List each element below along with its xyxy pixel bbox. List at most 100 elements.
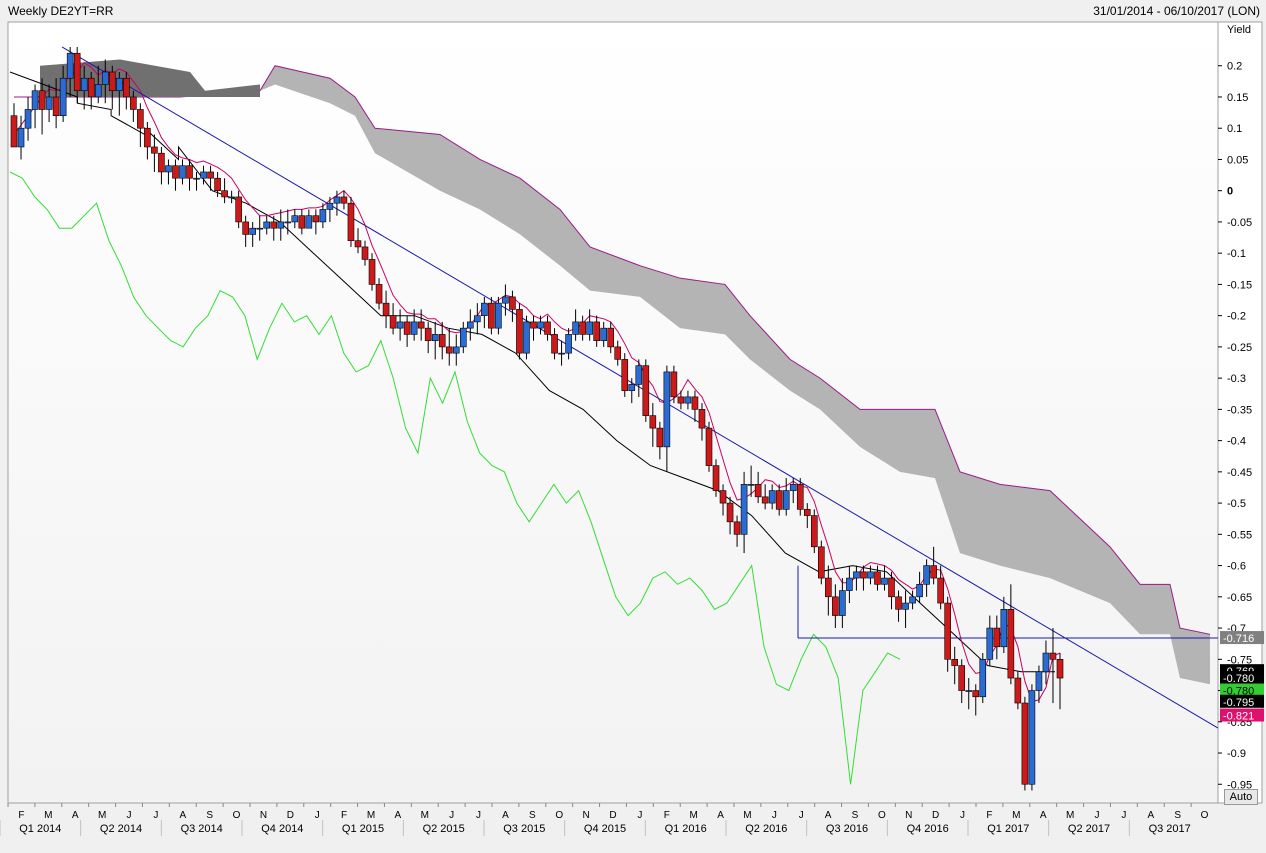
candle-body xyxy=(923,565,930,585)
candle-body xyxy=(375,284,383,304)
candle xyxy=(431,321,439,360)
candle xyxy=(733,515,741,547)
candle xyxy=(389,303,397,335)
candle xyxy=(298,209,306,235)
candle xyxy=(789,478,797,504)
candle xyxy=(691,390,699,422)
candle xyxy=(1021,696,1029,791)
candle-body xyxy=(944,602,951,660)
candle xyxy=(130,90,137,122)
candle xyxy=(649,403,657,447)
candle xyxy=(445,328,453,366)
y-tick-label: -0.1 xyxy=(1227,248,1246,260)
candle xyxy=(754,471,762,504)
x-month-label: M xyxy=(689,810,697,821)
x-month-label: J xyxy=(960,810,965,821)
x-month-label: A xyxy=(72,810,79,821)
candle xyxy=(719,484,727,516)
candle xyxy=(628,378,636,404)
candle xyxy=(340,190,348,210)
auto-scale-button[interactable]: Auto xyxy=(1224,789,1258,805)
y-tick-label: -0.2 xyxy=(1227,311,1246,323)
x-month-label: O xyxy=(1201,810,1209,821)
candle xyxy=(123,71,130,110)
x-month-label: A xyxy=(1147,810,1154,821)
candle-body xyxy=(916,584,923,598)
candle xyxy=(600,321,607,347)
candle xyxy=(354,228,362,254)
candle xyxy=(214,171,221,197)
x-quarter-label: Q3 2014 xyxy=(181,823,223,835)
candle-body xyxy=(635,365,643,385)
x-month-label: N xyxy=(260,810,267,821)
candle xyxy=(228,190,235,204)
candle xyxy=(972,684,980,716)
price-tag-bg xyxy=(1220,631,1264,645)
candle xyxy=(1007,584,1015,685)
candle-body xyxy=(951,658,958,666)
candle xyxy=(930,546,937,585)
candle xyxy=(1028,684,1036,791)
candle-body xyxy=(733,521,741,535)
candle xyxy=(1049,628,1057,704)
candle-body xyxy=(495,302,502,329)
candle-body xyxy=(607,327,615,348)
candle xyxy=(544,315,551,341)
candle-body xyxy=(502,296,509,304)
candle-body xyxy=(1021,702,1029,785)
candle xyxy=(881,565,888,591)
candle xyxy=(951,646,958,685)
candle xyxy=(1056,653,1064,710)
candle-body xyxy=(670,371,678,398)
candle-body xyxy=(417,321,425,329)
candle xyxy=(1035,665,1043,704)
y-tick-label: -0.4 xyxy=(1227,436,1246,448)
x-month-label: J xyxy=(127,810,132,821)
candle-body xyxy=(965,690,973,692)
candle xyxy=(326,196,334,222)
candle-body xyxy=(445,346,453,354)
x-quarter-label: Q3 2017 xyxy=(1149,823,1191,835)
x-month-label: A xyxy=(502,810,509,821)
candle xyxy=(382,290,390,329)
x-month-label: J xyxy=(315,810,320,821)
candle xyxy=(242,215,249,247)
candle xyxy=(73,46,81,104)
candle-body xyxy=(1000,609,1008,648)
candle-body xyxy=(677,396,685,404)
candle-body xyxy=(235,196,242,223)
candle-body xyxy=(986,627,994,660)
candle xyxy=(284,209,292,235)
candle xyxy=(467,309,474,341)
candle-body xyxy=(867,571,874,579)
candle-body xyxy=(305,215,313,229)
x-month-label: J xyxy=(637,810,642,821)
candle-body xyxy=(558,352,565,355)
candle-body xyxy=(691,396,699,410)
candle-body xyxy=(179,165,186,179)
candle xyxy=(705,421,713,472)
candle-body xyxy=(1042,652,1050,673)
senkou-span-a-line xyxy=(14,65,1211,635)
x-month-label: N xyxy=(905,810,912,821)
x-month-label: O xyxy=(878,810,886,821)
x-month-label: J xyxy=(799,810,804,821)
candle xyxy=(59,65,67,122)
candle xyxy=(537,315,544,335)
x-month-label: A xyxy=(1040,810,1047,821)
candle-body xyxy=(761,496,769,504)
candle xyxy=(937,565,944,610)
candle-body xyxy=(530,321,537,329)
candle xyxy=(186,159,193,191)
candle xyxy=(909,590,916,610)
candle-body xyxy=(853,571,860,579)
x-quarter-label: Q3 2016 xyxy=(826,823,868,835)
candle xyxy=(761,484,769,510)
candle xyxy=(256,215,264,241)
x-month-label: J xyxy=(153,810,158,821)
candle xyxy=(137,103,144,147)
candle xyxy=(361,240,369,266)
candle xyxy=(895,590,902,622)
date-range-label: 31/01/2014 - 06/10/2017 (LON) xyxy=(1093,4,1260,18)
